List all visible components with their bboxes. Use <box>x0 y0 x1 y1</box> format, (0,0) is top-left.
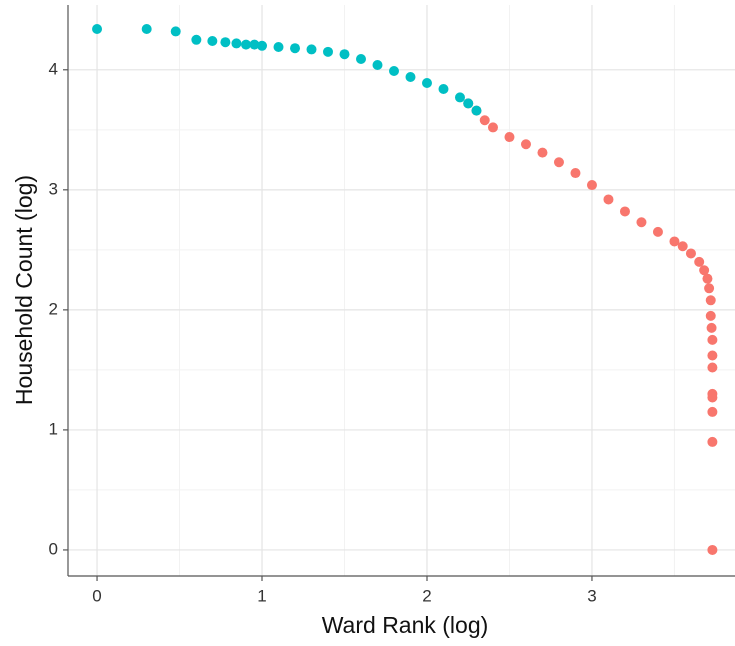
point <box>694 256 705 267</box>
point <box>586 180 597 191</box>
point <box>241 39 252 50</box>
x-tick-label: 1 <box>257 586 266 605</box>
point <box>471 105 482 116</box>
point <box>504 132 515 143</box>
point <box>537 147 548 158</box>
point <box>257 40 268 51</box>
point <box>652 226 663 237</box>
x-axis-label: Ward Rank (log) <box>322 612 489 638</box>
point <box>707 334 718 345</box>
y-tick-label: 4 <box>49 59 58 78</box>
point <box>706 322 717 333</box>
point <box>702 273 713 284</box>
y-tick-label: 0 <box>49 539 58 558</box>
point <box>249 39 260 50</box>
x-tick-label: 3 <box>587 586 596 605</box>
point <box>220 37 231 48</box>
point <box>707 392 718 403</box>
point <box>355 54 366 65</box>
point <box>479 115 490 126</box>
point <box>306 44 317 55</box>
point <box>636 217 647 228</box>
point <box>421 78 432 89</box>
y-axis-label: Household Count (log) <box>11 175 37 405</box>
point <box>707 406 718 417</box>
point <box>603 194 614 205</box>
point <box>570 168 581 179</box>
x-tick-label: 0 <box>92 586 101 605</box>
point <box>405 72 416 83</box>
point <box>231 38 242 49</box>
point <box>619 206 630 217</box>
x-tick-label: 2 <box>422 586 431 605</box>
point <box>170 26 181 37</box>
point <box>704 283 715 294</box>
point <box>388 66 399 77</box>
point <box>669 236 680 247</box>
point <box>273 42 284 53</box>
point <box>553 157 564 168</box>
point <box>677 241 688 252</box>
point <box>707 350 718 361</box>
point <box>705 310 716 321</box>
y-tick-label: 1 <box>49 419 58 438</box>
point <box>454 92 465 103</box>
point <box>487 122 498 133</box>
point <box>323 46 334 57</box>
point <box>207 36 218 47</box>
point <box>707 544 718 555</box>
point <box>438 84 449 95</box>
point <box>699 265 710 276</box>
point <box>191 34 202 45</box>
y-tick-label: 2 <box>49 299 58 318</box>
point <box>520 139 531 150</box>
point <box>707 436 718 447</box>
point <box>707 362 718 373</box>
point <box>141 24 152 35</box>
point <box>685 248 696 259</box>
point <box>339 49 350 60</box>
point <box>92 24 103 35</box>
point <box>372 60 383 71</box>
y-tick-label: 3 <box>49 179 58 198</box>
point <box>290 43 301 54</box>
point <box>463 98 474 109</box>
point <box>705 295 716 306</box>
